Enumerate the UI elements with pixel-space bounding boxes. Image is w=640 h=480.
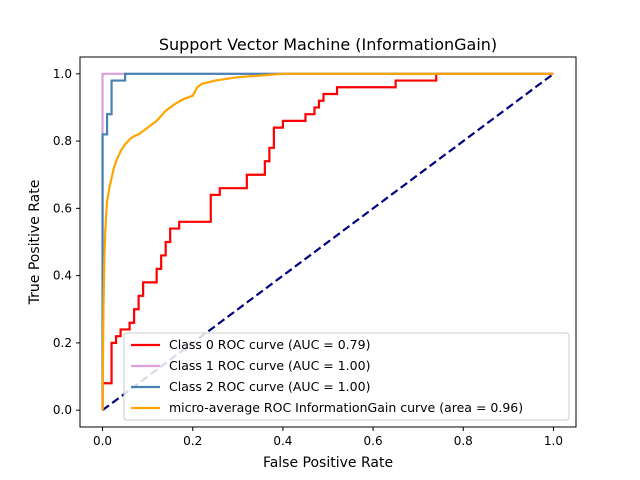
legend-entry: micro-average ROC InformationGain curve … — [169, 400, 523, 415]
x-tick-label: 0.4 — [273, 434, 292, 448]
chart-title: Support Vector Machine (InformationGain) — [159, 35, 497, 54]
y-tick-label: 0.6 — [53, 201, 72, 215]
x-axis-ticks: 0.0 0.2 0.4 0.6 0.8 1.0 — [93, 427, 563, 448]
series-layer — [101, 72, 555, 412]
y-tick-label: 0.8 — [53, 134, 72, 148]
y-tick-label: 0.2 — [53, 336, 72, 350]
y-tick-label: 0.4 — [53, 269, 72, 283]
x-tick-label: 1.0 — [544, 434, 563, 448]
y-axis-label: True Positive Rate — [27, 180, 43, 306]
series-line-3 — [101, 72, 554, 411]
legend-entry: Class 0 ROC curve (AUC = 0.79) — [169, 337, 370, 352]
x-tick-label: 0.6 — [364, 434, 383, 448]
y-tick-label: 1.0 — [53, 67, 72, 81]
y-tick-label: 0.0 — [53, 403, 72, 417]
legend: Class 0 ROC curve (AUC = 0.79) Class 1 RO… — [123, 332, 570, 421]
x-tick-label: 0.0 — [93, 434, 112, 448]
legend-box — [123, 332, 570, 421]
series-line-2 — [101, 72, 554, 411]
reference-diagonal-line — [101, 72, 555, 412]
x-tick-label: 0.8 — [454, 434, 473, 448]
series-line-0 — [101, 72, 554, 411]
y-axis-ticks: 0.0 0.2 0.4 0.6 0.8 1.0 — [53, 67, 80, 417]
legend-entry: Class 2 ROC curve (AUC = 1.00) — [169, 379, 370, 394]
legend-entry: Class 1 ROC curve (AUC = 1.00) — [169, 358, 370, 373]
x-tick-label: 0.2 — [183, 434, 202, 448]
plot-border — [79, 56, 577, 428]
x-axis-label: False Positive Rate — [263, 455, 393, 471]
